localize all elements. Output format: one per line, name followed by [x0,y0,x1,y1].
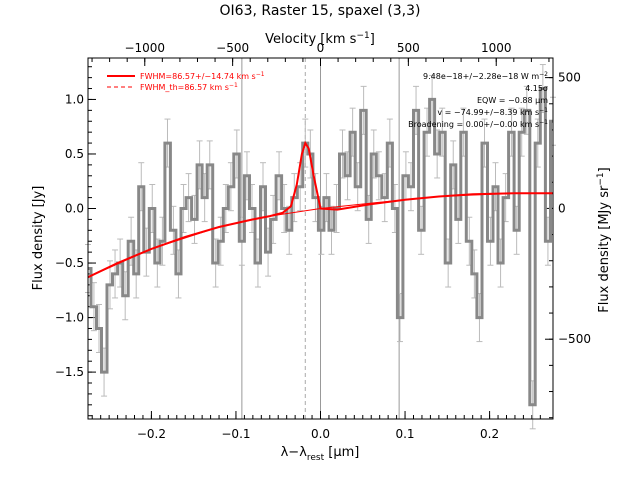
right-tick-label-1: 0 [558,201,566,215]
annotation-velocity: v = −74.99+/−8.39 km s−1 [437,107,548,117]
top-tick-label-4: 1000 [481,41,512,55]
annotation-flux: 9.48e−18+/−2.28e−18 W m−2 [423,71,548,81]
legend-label-1: FWHM_th=86.57 km s−1 [140,82,238,92]
plot-frame [87,57,554,420]
y-tick-label-3: 0.0 [65,202,84,216]
right-axis-title: Flux density [MJy sr−1] [596,167,612,312]
x-tick-label-0: −0.2 [137,427,166,441]
top-tick-label-3: 500 [397,41,420,55]
x-tick-label-1: −0.1 [221,427,250,441]
top-tick-label-1: −500 [216,41,249,55]
annotation-sigma: 4.15σ [525,84,548,93]
x-axis-title: λ−λrest [μm] [281,445,360,463]
right-tick-label-2: 500 [558,71,581,85]
y-tick-label-4: 0.5 [65,147,84,161]
annotation-broadening: Broadening = 0.00+/−0.00 km s−1 [408,119,548,129]
x-tick-label-2: 0.0 [311,427,330,441]
y-tick-label-1: −1.0 [55,311,84,325]
top-tick-label-0: −1000 [124,41,165,55]
legend: FWHM=86.57+/−14.74 km s−1 FWHM_th=86.57 … [107,71,265,92]
spectrum-line [88,87,553,407]
chart-title: OI63, Raster 15, spaxel (3,3) [220,3,421,19]
data-layer [85,64,556,430]
y-tick-label-5: 1.0 [65,92,84,106]
y-axis-title: Flux density [Jy] [31,186,46,291]
fit-annotations: 9.48e−18+/−2.28e−18 W m−2 4.15σ EQW = −0… [408,71,548,129]
y-tick-label-0: −1.5 [55,365,84,379]
top-tick-label-2: 0 [317,41,325,55]
top-axis-title: Velocity [km s−1] [265,31,375,47]
x-tick-label-3: 0.1 [395,427,414,441]
annotation-eqw: EQW = −0.88 μm [477,96,548,105]
fit-line [87,140,553,279]
x-tick-label-4: 0.2 [480,427,499,441]
y-tick-label-2: −0.5 [55,256,84,270]
right-tick-label-0: −500 [558,332,591,346]
legend-label-0: FWHM=86.57+/−14.74 km s−1 [140,71,265,81]
